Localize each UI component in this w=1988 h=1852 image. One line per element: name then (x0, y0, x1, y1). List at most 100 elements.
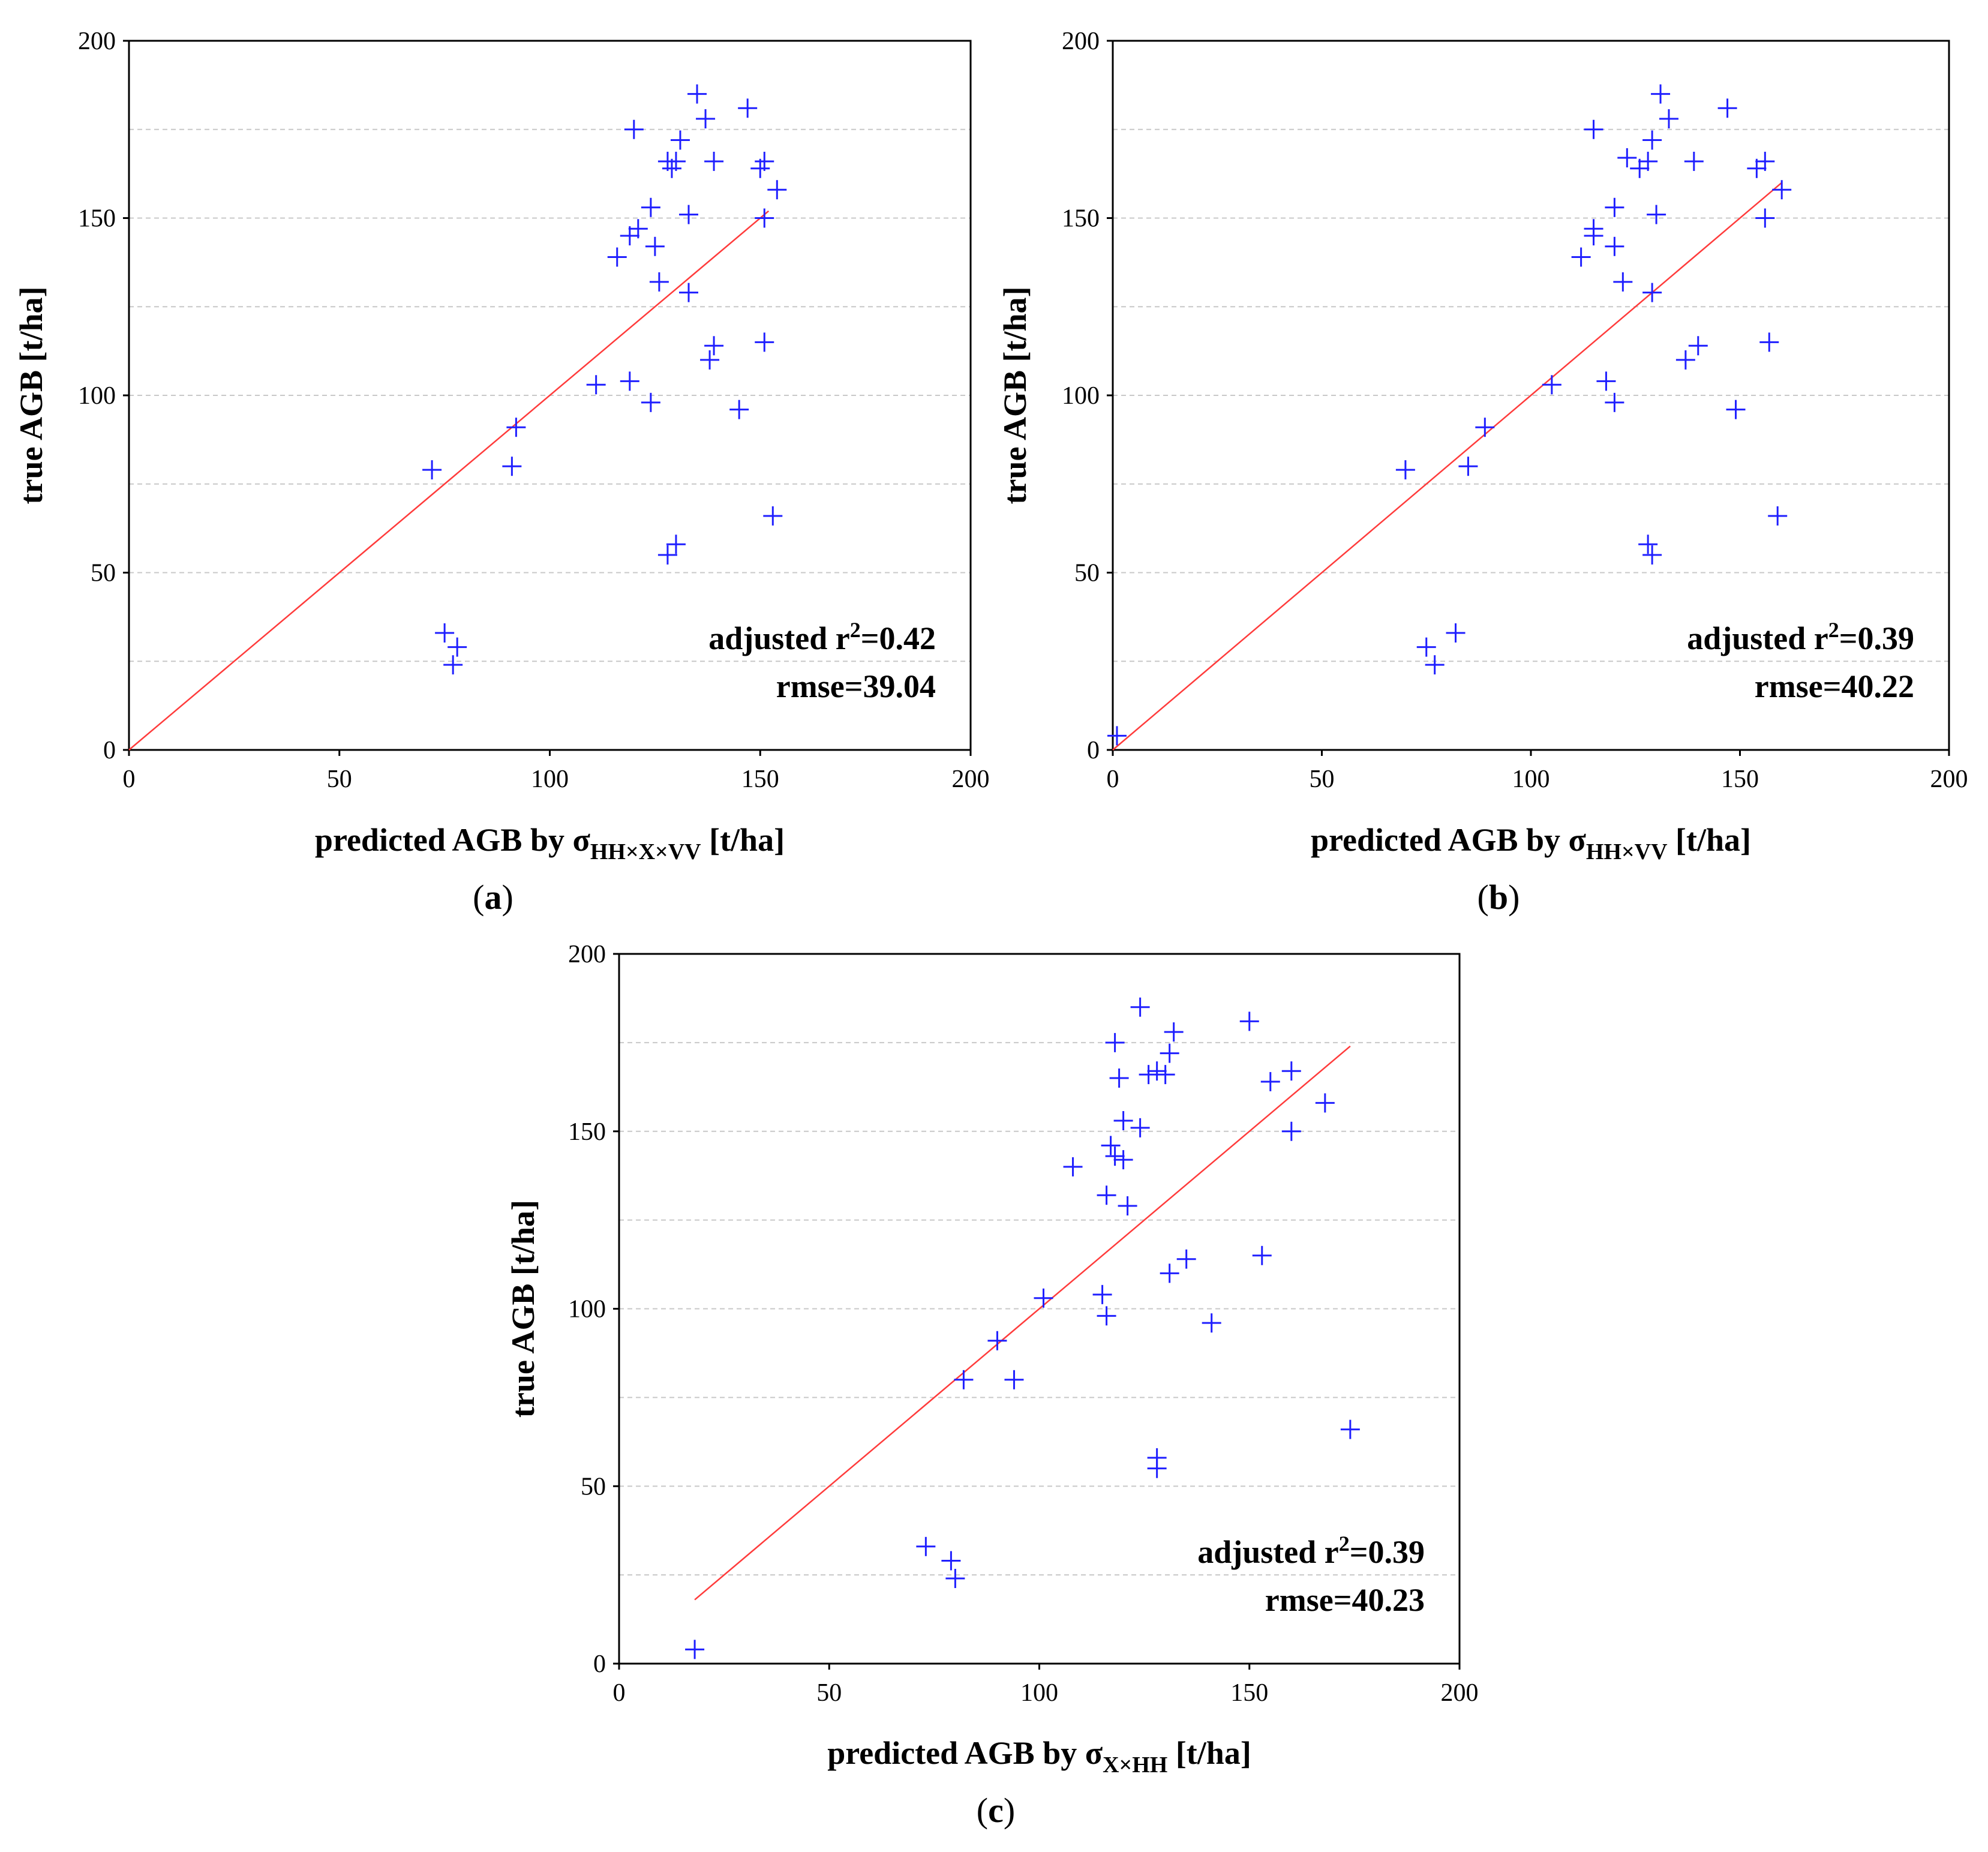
r2-superscript: 2 (850, 618, 861, 642)
x-tick-label: 50 (1310, 766, 1335, 793)
y-tick-label: 50 (91, 560, 116, 587)
x-axis-title-suffix: [t/ha] (701, 822, 785, 858)
y-axis-title: true AGB [t/ha] (13, 287, 49, 505)
x-axis-title: predicted AGB by σHH×X×VV [t/ha] (315, 822, 785, 865)
data-point-marker (1605, 197, 1624, 217)
x-tick-label: 50 (816, 1679, 842, 1707)
data-point-marker (1584, 119, 1603, 139)
rmse-annotation: rmse=39.04 (776, 668, 936, 704)
data-point-marker (1239, 1011, 1259, 1031)
data-point-marker (1164, 1022, 1184, 1042)
data-point-marker (1446, 623, 1466, 643)
data-point-marker (1034, 1288, 1053, 1308)
data-point-marker (1605, 236, 1624, 256)
y-tick-label: 150 (1062, 205, 1100, 233)
x-axis-title-prefix: predicted AGB by σ (827, 1735, 1103, 1771)
r2-value: =0.39 (1839, 620, 1914, 656)
r2-annotation: adjusted r2=0.39 (1687, 618, 1914, 656)
data-point-marker (1684, 151, 1704, 171)
data-point-marker (666, 151, 686, 171)
r2-annotation: adjusted r2=0.39 (1197, 1532, 1425, 1570)
data-point-marker (1260, 1071, 1280, 1091)
x-axis-title-subscript: HH×VV (1586, 839, 1668, 865)
x-axis-title-suffix: [t/ha] (1167, 1735, 1251, 1771)
data-point-marker (1726, 400, 1746, 419)
data-point-marker (1118, 1196, 1137, 1215)
data-point-marker (1675, 350, 1695, 370)
data-point-marker (1759, 332, 1779, 352)
y-tick-label: 0 (593, 1650, 606, 1678)
data-point-marker (1101, 1136, 1121, 1155)
data-point-marker (1475, 418, 1495, 437)
caption-open-paren: ( (473, 878, 484, 917)
caption-close-paren: ) (1004, 1791, 1015, 1830)
x-tick-label: 200 (1930, 766, 1968, 793)
data-point-marker (1155, 1065, 1175, 1085)
data-point-marker (1571, 247, 1591, 267)
panel-caption: (b) (1478, 878, 1520, 917)
data-point-marker (687, 84, 707, 104)
data-point-marker (1688, 336, 1708, 356)
x-axis-title-prefix: predicted AGB by σ (1311, 822, 1587, 858)
data-point-marker (1130, 1118, 1150, 1137)
x-tick-label: 150 (1721, 766, 1759, 793)
data-point-marker (1647, 205, 1666, 224)
data-point-marker (1160, 1043, 1179, 1063)
data-point-marker (1097, 1185, 1116, 1205)
y-axis-title: true AGB [t/ha] (505, 1200, 541, 1418)
data-point-marker (755, 332, 774, 352)
data-point-marker (1584, 219, 1603, 239)
r2-value: =0.42 (861, 620, 936, 656)
data-point-marker (941, 1551, 961, 1571)
data-point-marker (1139, 1065, 1158, 1085)
data-point-marker (1105, 1146, 1125, 1166)
x-tick-label: 200 (1441, 1679, 1479, 1707)
data-point-marker (1425, 655, 1445, 675)
r2-prefix: adjusted r (708, 620, 850, 656)
data-point-marker (704, 336, 724, 356)
data-point-marker (1772, 180, 1792, 200)
data-point-marker (435, 623, 455, 643)
data-point-marker (1160, 1263, 1179, 1283)
data-point-marker (1395, 460, 1415, 480)
r2-superscript: 2 (1828, 618, 1839, 642)
scatter-panel-b: 0 50 100 150 200 0 50 100 150 200 true AGB [t/ha] p… (997, 28, 1968, 917)
y-tick-label: 50 (1074, 560, 1100, 587)
data-point-marker (738, 98, 758, 118)
panel-caption: (a) (473, 878, 513, 917)
data-point-marker (624, 119, 644, 139)
data-point-marker (678, 205, 698, 224)
x-tick-label: 50 (327, 766, 352, 793)
data-point-marker (1768, 506, 1788, 526)
x-axis-title-subscript: X×HH (1103, 1752, 1167, 1778)
caption-letter: a (485, 878, 502, 917)
y-tick-label: 100 (78, 382, 116, 410)
data-point-marker (620, 371, 639, 391)
y-tick-label: 50 (581, 1473, 606, 1500)
data-point-marker (645, 236, 665, 256)
data-point-marker (1642, 545, 1662, 565)
data-point-marker (1202, 1313, 1221, 1333)
rmse-annotation: rmse=40.22 (1755, 668, 1914, 704)
data-point-marker (1113, 1150, 1133, 1170)
data-point-marker (657, 545, 677, 565)
data-point-marker (1147, 1061, 1167, 1081)
x-axis-title-subscript: HH×X×VV (590, 839, 701, 865)
x-tick-label: 100 (1512, 766, 1550, 793)
x-tick-label: 100 (531, 766, 569, 793)
data-point-marker (1755, 151, 1775, 171)
y-tick-label: 0 (1087, 737, 1100, 764)
caption-open-paren: ( (977, 1791, 988, 1830)
r2-value: =0.39 (1350, 1534, 1425, 1570)
data-point-marker (628, 219, 648, 239)
caption-close-paren: ) (502, 878, 513, 917)
caption-letter: b (1489, 878, 1508, 917)
data-point-marker (763, 506, 783, 526)
data-point-marker (700, 350, 720, 370)
r2-superscript: 2 (1339, 1532, 1350, 1556)
data-point-marker (1642, 283, 1662, 302)
data-point-marker (502, 457, 522, 476)
data-point-marker (506, 418, 526, 437)
data-point-marker (704, 151, 724, 171)
